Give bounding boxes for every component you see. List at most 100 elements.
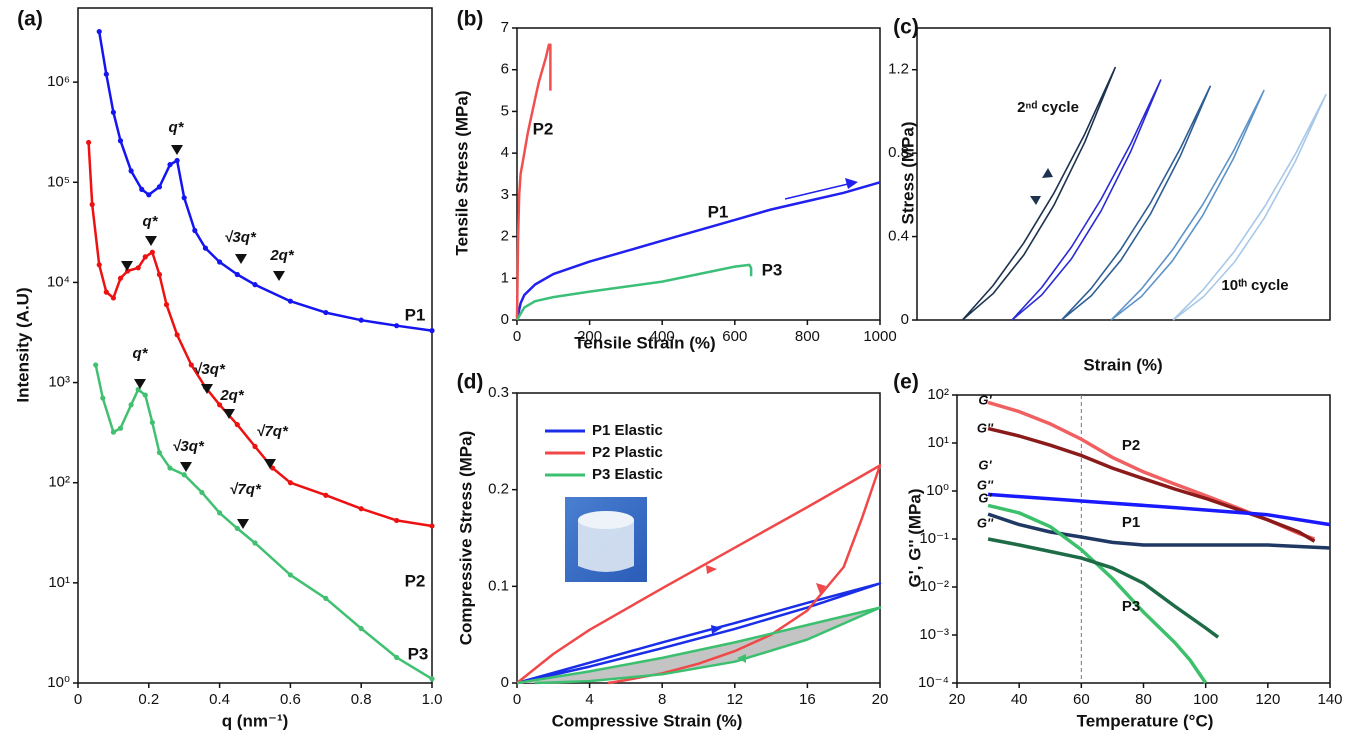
y-tick-label: 0: [501, 311, 509, 328]
y-tick-label: 0: [901, 311, 909, 328]
data-point: [149, 249, 155, 255]
data-point: [234, 271, 240, 278]
legend-label: P3 Elastic: [592, 466, 663, 483]
y-tick-label: 10⁻¹: [919, 530, 949, 547]
data-point: [163, 302, 170, 308]
series-line: [516, 582, 882, 685]
y-axis-label: Tensile Stress (MPa): [452, 90, 471, 255]
annotation: 2ⁿᵈ cycle: [1017, 99, 1079, 116]
data-point: [103, 71, 109, 77]
x-tick-label: 8: [658, 691, 666, 708]
data-point: [192, 227, 198, 234]
annotation: √7q*: [229, 481, 262, 498]
x-tick-label: 16: [799, 691, 816, 708]
annotation: P2: [1122, 437, 1140, 454]
y-tick-label: 10⁻³: [919, 626, 949, 643]
data-point: [96, 262, 102, 268]
data-point: [156, 271, 163, 278]
arrow-head: [845, 178, 858, 189]
y-tick-label: 10⁶: [47, 73, 70, 90]
y-tick-label: 10¹: [48, 574, 70, 591]
y-tick-label: 0.1: [488, 577, 509, 594]
data-point: [270, 465, 276, 471]
data-point: [188, 362, 194, 368]
plot-frame: [956, 394, 1331, 684]
data-point: [110, 295, 116, 301]
annotation: q*: [133, 345, 149, 362]
series-line: [516, 464, 882, 685]
x-tick-label: 0: [74, 691, 82, 708]
series-label: P3: [408, 644, 429, 663]
panel-label: (b): [457, 8, 484, 31]
x-tick-label: 0: [513, 691, 521, 708]
inset-photo: [565, 497, 647, 582]
arrow-head: [737, 654, 746, 663]
x-tick-label: 1000: [863, 328, 896, 345]
data-point: [202, 245, 209, 251]
y-tick-label: 0.8: [888, 144, 909, 161]
data-point: [110, 109, 116, 115]
x-axis-label: Temperature (°C): [1077, 711, 1214, 730]
data-point: [429, 676, 435, 682]
y-axis-label: G', G'' (MPa): [905, 488, 924, 587]
data-point: [252, 540, 258, 546]
data-point: [323, 309, 329, 316]
x-tick-label: 140: [1317, 691, 1342, 708]
y-tick-label: 5: [501, 102, 509, 119]
x-tick-label: 400: [650, 328, 675, 345]
data-point: [117, 425, 124, 431]
arrow-head: [1042, 168, 1053, 178]
y-tick-label: 7: [501, 19, 509, 36]
x-tick-label: 200: [577, 328, 602, 345]
peak-marker: [134, 379, 146, 389]
series-line: [97, 31, 433, 332]
series-label: G'': [977, 515, 994, 530]
annotation: √7q*: [256, 423, 289, 440]
peak-marker: [273, 271, 285, 281]
data-point: [93, 362, 99, 368]
data-point: [394, 323, 400, 329]
annotation: P3: [1122, 598, 1140, 615]
y-tick-label: 1: [501, 269, 509, 286]
arrow-head: [706, 565, 717, 574]
series-label: P2: [405, 571, 426, 590]
annotation: q*: [143, 213, 159, 230]
series-line: [515, 181, 881, 321]
x-tick-label: 20: [872, 691, 889, 708]
data-point: [86, 139, 92, 146]
peak-marker: [264, 459, 276, 469]
data-point: [156, 449, 163, 456]
series-line: [87, 142, 433, 528]
series-line: [987, 503, 1208, 684]
series-label: G': [978, 457, 992, 472]
data-point: [181, 472, 187, 478]
y-tick-label: 10⁵: [47, 173, 70, 190]
data-point: [234, 422, 240, 428]
y-tick-label: 10²: [48, 474, 70, 491]
x-tick-label: 80: [1135, 691, 1152, 708]
x-tick-label: 600: [722, 328, 747, 345]
data-point: [323, 595, 329, 601]
x-tick-label: 0.2: [138, 691, 159, 708]
annotation: 2q*: [219, 387, 245, 404]
series-line: [94, 364, 433, 680]
y-tick-label: 10²: [927, 386, 949, 403]
data-point: [103, 289, 109, 295]
peak-marker: [235, 254, 247, 264]
plot-frame: [516, 27, 881, 321]
x-tick-label: 120: [1255, 691, 1280, 708]
x-tick-label: 60: [1073, 691, 1090, 708]
annotation: √3q*: [172, 438, 205, 455]
series-label: P3: [762, 260, 783, 279]
data-point: [128, 168, 134, 174]
annotation: q*: [169, 119, 185, 136]
data-point: [146, 192, 152, 198]
data-point: [323, 492, 329, 498]
data-point: [358, 317, 364, 323]
data-point: [135, 387, 141, 393]
series-label: G': [978, 490, 992, 505]
x-tick-label: 0: [513, 328, 521, 345]
series-label: P1: [405, 305, 426, 324]
data-point: [287, 572, 293, 578]
y-tick-label: 0.4: [888, 228, 909, 245]
